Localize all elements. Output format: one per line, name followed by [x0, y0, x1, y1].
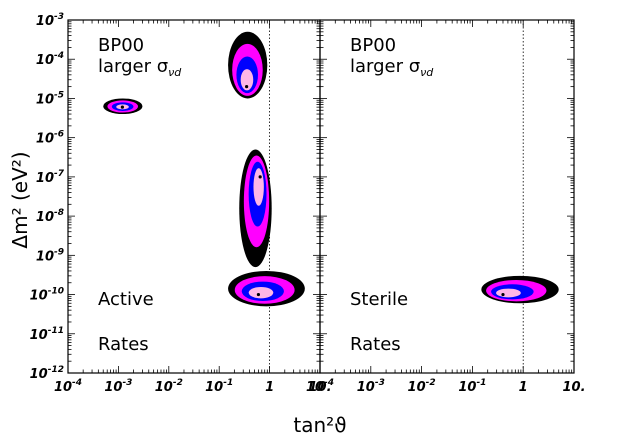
x-tick-label: 10.: [562, 380, 585, 395]
x-tick-label: 10.: [308, 380, 331, 395]
y-tick-label: 10-8: [36, 208, 64, 225]
analysis-label: Rates: [350, 334, 401, 355]
x-tick-label: 1: [519, 380, 528, 395]
region-vac: [481, 275, 559, 304]
region-lma: [228, 31, 268, 99]
y-tick-label: 10-12: [30, 365, 64, 382]
left-panel: 10-4 10-3 10-2 10-1 1 10.10-1210-1110-1010-91…: [30, 12, 332, 395]
uncertainty-label: larger σνd: [98, 56, 182, 79]
x-tick-label: 10-2: [155, 378, 183, 395]
x-tick-label: 10-4: [54, 378, 82, 395]
x-tick-label: 10-3: [357, 378, 385, 395]
x-tick-label: 10-2: [408, 378, 436, 395]
region-low-cl4: [253, 168, 264, 206]
best-fit-point: [258, 175, 262, 179]
y-axis-title: Δm² (eV²): [8, 151, 32, 248]
best-fit-point: [256, 292, 261, 297]
model-label: BP00: [98, 35, 144, 56]
y-tick-label: 10-3: [36, 12, 64, 29]
region-vac-cl4: [248, 286, 274, 299]
x-tick-label: 10-1: [458, 378, 486, 395]
region-lma-cl4: [240, 69, 254, 91]
plot-frame: [319, 19, 575, 374]
uncertainty-label: larger σνd: [350, 56, 434, 79]
y-tick-label: 10-5: [36, 90, 64, 107]
y-tick-label: 10-7: [36, 169, 65, 186]
region-vac-cl4: [496, 288, 521, 298]
best-fit-point: [245, 85, 249, 89]
y-tick-label: 10-4: [36, 51, 64, 68]
best-fit-point: [120, 105, 124, 109]
neutrino-type-label: Sterile: [350, 289, 408, 310]
y-tick-label: 10-6: [36, 130, 64, 147]
x-tick-label: 10-1: [205, 378, 233, 395]
y-tick-label: 10-10: [30, 287, 64, 304]
region-sma: [103, 98, 143, 115]
model-label: BP00: [350, 35, 396, 56]
y-tick-label: 10-9: [36, 247, 64, 264]
neutrino-type-label: Active: [98, 289, 154, 310]
x-tick-label: 1: [265, 380, 274, 395]
region-vac: [228, 270, 305, 307]
x-tick-label: 10-3: [104, 378, 132, 395]
x-tick-label: 10-4: [306, 378, 334, 395]
region-low: [239, 149, 272, 268]
best-fit-point: [501, 292, 505, 297]
x-axis-title: tan²ϑ: [293, 413, 346, 437]
y-tick-label: 10-11: [30, 326, 64, 343]
analysis-label: Rates: [98, 334, 149, 355]
